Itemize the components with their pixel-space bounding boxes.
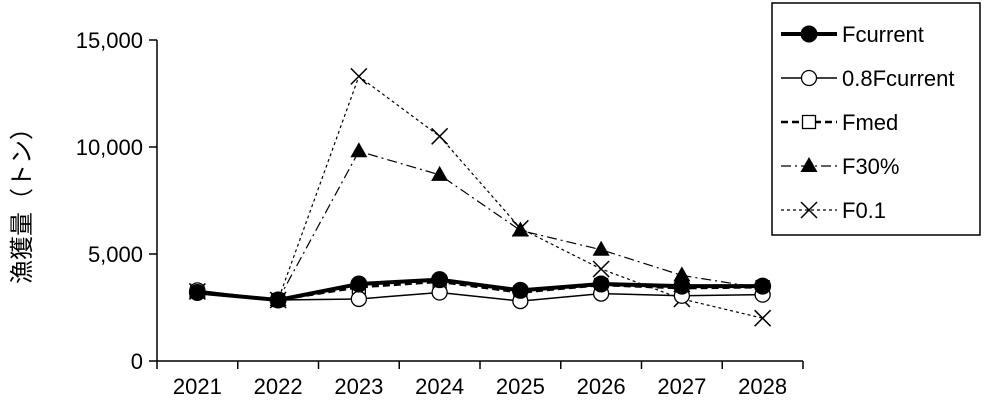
legend-marker: [801, 114, 817, 130]
legend-label: F30%: [842, 154, 899, 179]
y-tick-label: 5,000: [88, 242, 143, 267]
legend: Fcurrent 0.8Fcurrent Fmed F30% F0.1: [771, 2, 981, 236]
legend-marker: [800, 201, 818, 219]
legend-label: 0.8Fcurrent: [842, 66, 955, 91]
legend-label: Fmed: [842, 110, 898, 135]
data-point: [269, 291, 287, 309]
legend-label: F0.1: [842, 198, 886, 223]
data-point: [431, 271, 449, 289]
data-point: [592, 240, 610, 256]
y-tick-label: 15,000: [76, 28, 143, 53]
x-tick-label: 2025: [496, 374, 545, 399]
data-point: [431, 127, 449, 145]
data-point: [431, 165, 449, 181]
data-point: [673, 277, 691, 295]
axes: [156, 40, 803, 362]
legend-label: Fcurrent: [842, 22, 924, 47]
series-Fcurrent: [188, 271, 772, 309]
legend-marker: [800, 25, 818, 43]
data-point: [511, 281, 529, 299]
y-tick-label: 0: [131, 349, 143, 374]
y-axis-ticks: 0 5,000 10,000 15,000: [76, 28, 157, 374]
data-point: [350, 142, 368, 158]
series-line: [197, 289, 763, 302]
series-line: [197, 150, 763, 301]
legend-marker: [800, 69, 818, 87]
x-tick-label: 2022: [254, 374, 303, 399]
data-point: [754, 277, 772, 295]
data-point: [350, 275, 368, 293]
data-point: [673, 266, 691, 282]
data-point: [511, 219, 529, 237]
x-tick-label: 2026: [577, 374, 626, 399]
y-axis-label: 漁獲量（トン）: [9, 116, 36, 284]
data-point: [592, 260, 610, 278]
x-tick-label: 2028: [738, 374, 787, 399]
series-line: [197, 277, 763, 303]
series-line: [197, 75, 763, 319]
x-tick-label: 2024: [415, 374, 464, 399]
x-tick-label: 2027: [657, 374, 706, 399]
data-point: [350, 67, 368, 85]
series-group: [188, 67, 772, 327]
data-point: [592, 275, 610, 293]
x-axis-ticks: 2021 2022 2023 2024 2025 2026 2027 2028: [156, 361, 804, 399]
data-point: [188, 284, 206, 302]
data-point: [350, 290, 368, 308]
x-tick-label: 2023: [334, 374, 383, 399]
x-tick-label: 2021: [173, 374, 222, 399]
data-point: [754, 309, 772, 327]
y-tick-label: 10,000: [76, 135, 143, 160]
legend-marker: [800, 157, 818, 172]
